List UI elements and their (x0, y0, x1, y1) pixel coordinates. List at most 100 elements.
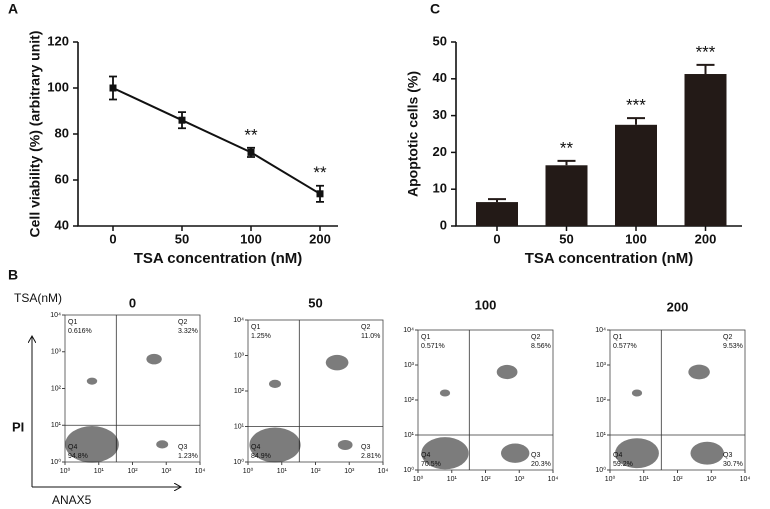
quadrant-name: Q1 (251, 324, 260, 331)
quadrant-percent: 11.0% (361, 333, 380, 340)
x-tick-label: 10⁰ (243, 467, 254, 475)
x-tick-label: 10¹ (639, 476, 650, 483)
x-tick-label: 10⁰ (605, 475, 616, 483)
quadrant-percent: 0.571% (421, 343, 445, 350)
x-tick-label: 100 (240, 231, 262, 246)
population-cloud (337, 439, 353, 450)
y-tick-label: 10³ (404, 362, 415, 369)
bar (476, 202, 518, 226)
x-tick-label: 10⁰ (413, 475, 424, 483)
significance-label: *** (626, 96, 646, 115)
x-tick-label: 10¹ (277, 468, 288, 475)
y-tick-label: 10¹ (51, 422, 62, 429)
y-tick-label: 40 (55, 217, 69, 232)
population-cloud (86, 377, 98, 385)
line (112, 87, 321, 195)
significance-label: ** (244, 125, 258, 144)
x-tick-label: 10³ (706, 476, 717, 483)
x-tick-label: 10³ (344, 468, 355, 475)
y-axis-title: Apoptotic cells (%) (405, 71, 421, 197)
y-tick-label: 10² (596, 397, 607, 404)
population-cloud (421, 437, 469, 470)
panel-title: 100 (475, 297, 497, 312)
quadrant-percent: 3.32% (178, 328, 198, 335)
population-cloud (156, 440, 169, 449)
x-tick-label: 10³ (514, 476, 525, 483)
quadrant-percent: 2.81% (361, 453, 381, 460)
x-tick-label: 10⁴ (548, 476, 559, 483)
y-tick-label: 10 (433, 181, 447, 196)
quadrant-percent: 94.8% (68, 453, 88, 460)
x-tick-label: 10² (127, 468, 138, 475)
population-cloud (325, 354, 349, 371)
quadrant-percent: 0.616% (68, 328, 92, 335)
population-cloud (615, 438, 659, 469)
bar (545, 165, 588, 226)
y-tick-label: 120 (47, 33, 69, 48)
x-tick-label: 10⁴ (740, 476, 751, 483)
quadrant-percent: 1.23% (178, 453, 198, 460)
y-axis-title: PI (12, 419, 24, 434)
population-cloud (439, 389, 451, 397)
y-tick-label: 10⁰ (50, 458, 61, 466)
point (247, 148, 255, 156)
y-tick-label: 10⁴ (233, 317, 244, 324)
population-cloud (500, 443, 530, 463)
x-tick-label: 10² (310, 468, 321, 475)
population-cloud (631, 389, 643, 397)
panel-label: C (430, 1, 440, 17)
x-tick-label: 10⁰ (60, 467, 71, 475)
point (109, 84, 117, 92)
significance-label: ** (560, 138, 574, 157)
panel-label: A (8, 1, 18, 17)
y-tick-label: 10⁴ (50, 312, 61, 319)
quadrant-percent: 20.3% (531, 461, 551, 468)
y-tick-label: 10³ (234, 352, 245, 359)
x-tick-label: 10⁴ (378, 468, 389, 475)
significance-label: ** (313, 163, 327, 182)
y-tick-label: 10² (404, 397, 415, 404)
quadrant-percent: 70.5% (421, 461, 441, 468)
quadrant-percent: 84.9% (251, 453, 271, 460)
quadrant-percent: 0.577% (613, 343, 637, 350)
x-tick-label: 0 (109, 231, 116, 246)
y-tick-label: 60 (55, 171, 69, 186)
y-tick-label: 10⁰ (595, 466, 606, 474)
y-tick-label: 80 (55, 125, 69, 140)
y-tick-label: 10¹ (596, 432, 607, 439)
quadrant-name: Q4 (421, 452, 430, 459)
x-tick-label: 200 (695, 231, 717, 246)
y-tick-label: 50 (433, 33, 447, 48)
y-tick-label: 10³ (596, 362, 607, 369)
population-cloud (65, 426, 119, 463)
quadrant-name: Q1 (613, 334, 622, 341)
x-tick-label: 10⁴ (195, 468, 206, 475)
quadrant-name: Q4 (68, 444, 77, 451)
point (178, 116, 186, 124)
y-tick-label: 10⁰ (403, 466, 414, 474)
y-tick-label: 40 (433, 70, 447, 85)
significance-label: *** (696, 42, 716, 61)
x-tick-label: 10² (672, 476, 683, 483)
error-bar (488, 198, 506, 203)
population-cloud (688, 364, 710, 380)
x-tick-label: 10¹ (447, 476, 458, 483)
y-tick-label: 10⁴ (403, 327, 414, 334)
quadrant-name: Q1 (421, 334, 430, 341)
panel-title: 200 (667, 299, 689, 314)
quadrant-name: Q3 (361, 444, 370, 451)
error-bar (696, 63, 715, 75)
bar (615, 124, 657, 226)
quadrant-name: Q4 (251, 444, 260, 451)
population-cloud (146, 353, 162, 365)
x-axis-title: ANAX5 (52, 493, 92, 507)
panel-label: B (8, 267, 18, 283)
panel-title: 50 (308, 295, 322, 310)
quadrant-percent: 1.25% (251, 333, 271, 340)
y-tick-label: 0 (440, 217, 447, 232)
y-tick-label: 20 (433, 144, 447, 159)
axes (77, 42, 338, 227)
x-tick-label: 200 (309, 231, 331, 246)
x-tick-label: 0 (493, 231, 500, 246)
